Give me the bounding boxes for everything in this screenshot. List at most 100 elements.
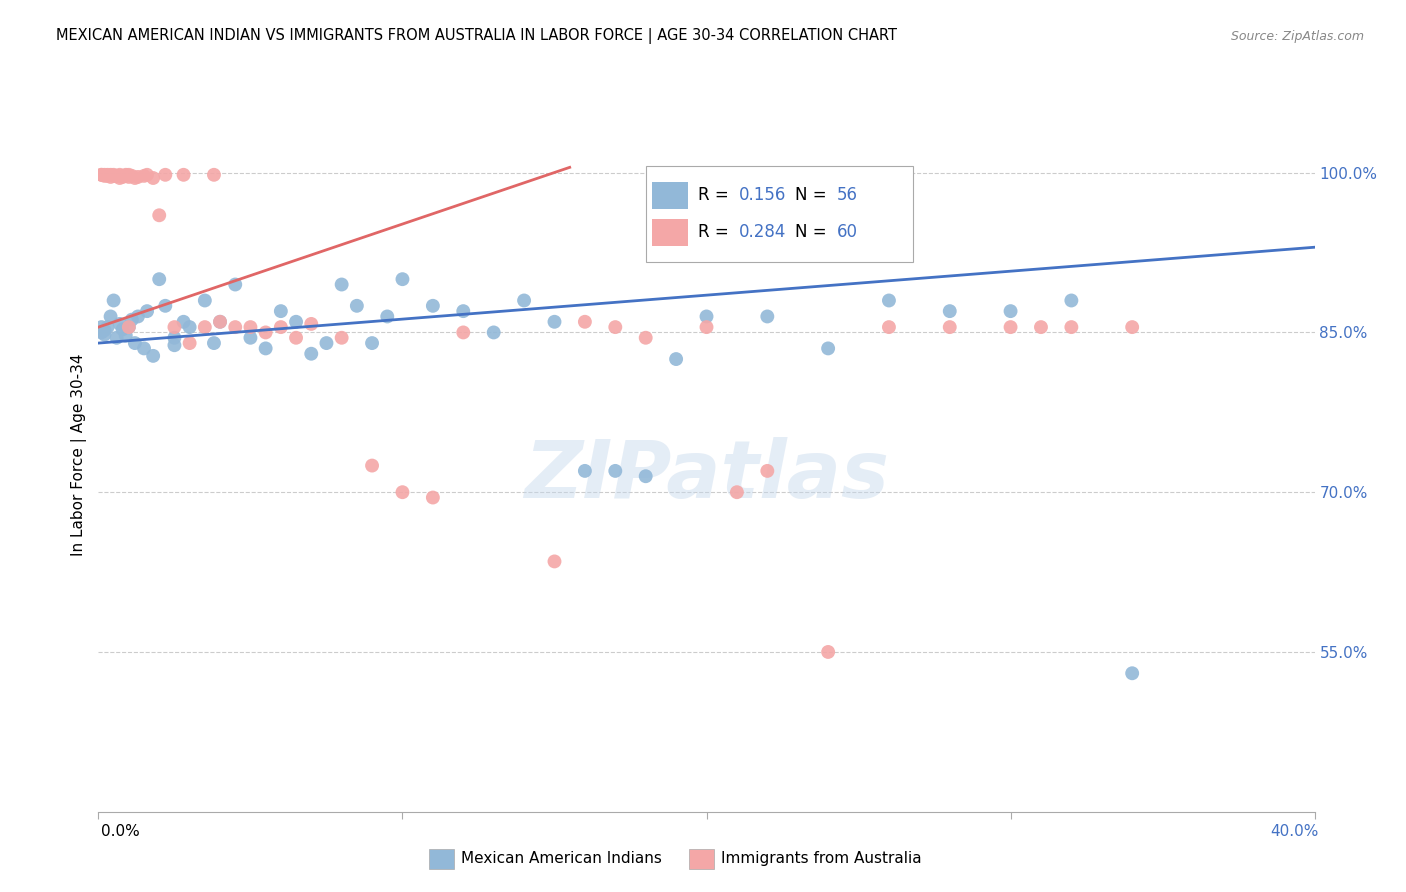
Point [665,352,688,367]
Point [142,349,165,363]
Point [254,326,277,340]
Point [148,208,170,222]
Point [391,272,413,286]
Point [163,320,186,334]
Point [108,171,131,186]
Point [173,168,195,182]
Point [315,336,337,351]
Point [202,168,225,182]
Point [142,171,165,186]
Point [173,315,195,329]
Point [453,326,475,340]
Point [513,293,536,308]
Point [422,299,444,313]
Point [725,485,748,500]
Point [105,169,128,183]
Point [375,310,398,324]
Point [132,169,155,183]
Point [299,317,322,331]
Point [285,315,308,329]
FancyBboxPatch shape [645,166,914,262]
Point [270,320,292,334]
Point [163,338,186,352]
Point [96,168,118,182]
Point [108,168,131,182]
Point [121,169,143,183]
Point [90,168,112,182]
Point [254,342,277,356]
Point [1029,320,1052,334]
Text: 0.156: 0.156 [740,186,787,204]
Point [105,169,128,183]
Point [121,312,143,326]
Point [202,336,225,351]
Point [1000,304,1022,318]
Point [100,310,122,324]
Point [224,320,246,334]
Point [118,320,141,334]
Point [103,169,125,183]
Point [118,320,141,334]
Y-axis label: In Labor Force | Age 30-34: In Labor Force | Age 30-34 [72,353,87,557]
Point [124,171,146,186]
Point [93,168,115,182]
Point [361,336,384,351]
Point [391,485,413,500]
Text: 0.0%: 0.0% [101,824,141,838]
Point [239,331,262,345]
Point [299,347,322,361]
Point [361,458,384,473]
Point [1000,320,1022,334]
Point [155,168,177,182]
Point [90,168,112,182]
Point [136,304,159,318]
Point [939,320,962,334]
Point [543,315,565,329]
Point [877,293,900,308]
Point [114,328,136,343]
Point [574,464,596,478]
Text: 40.0%: 40.0% [1271,824,1319,838]
Point [194,293,217,308]
Point [100,169,122,184]
Point [132,342,155,356]
Point [817,645,839,659]
Point [330,277,353,292]
Point [148,272,170,286]
Point [422,491,444,505]
Text: Mexican American Indians: Mexican American Indians [461,852,662,866]
Point [118,169,141,184]
Point [155,299,177,313]
Point [574,315,596,329]
Text: ZIPatlas: ZIPatlas [524,437,889,516]
Point [179,320,201,334]
Text: N =: N = [796,223,832,241]
Point [93,323,115,337]
Point [100,168,122,182]
Point [346,299,368,313]
Point [127,169,149,184]
Point [105,331,128,345]
Text: R =: R = [697,223,734,241]
Point [224,277,246,292]
Point [114,169,136,183]
Point [817,342,839,356]
Point [103,168,125,182]
Point [111,322,134,336]
Text: Source: ZipAtlas.com: Source: ZipAtlas.com [1230,30,1364,43]
Point [163,331,186,345]
Point [111,169,134,183]
Point [111,169,134,184]
Point [209,315,232,329]
Point [605,464,627,478]
Text: Immigrants from Australia: Immigrants from Australia [721,852,922,866]
Point [114,168,136,182]
Point [1060,320,1083,334]
Point [96,169,118,183]
Text: 0.284: 0.284 [740,223,787,241]
Point [330,331,353,345]
Point [93,327,115,342]
Text: 56: 56 [837,186,858,204]
Point [90,326,112,340]
Point [194,320,217,334]
